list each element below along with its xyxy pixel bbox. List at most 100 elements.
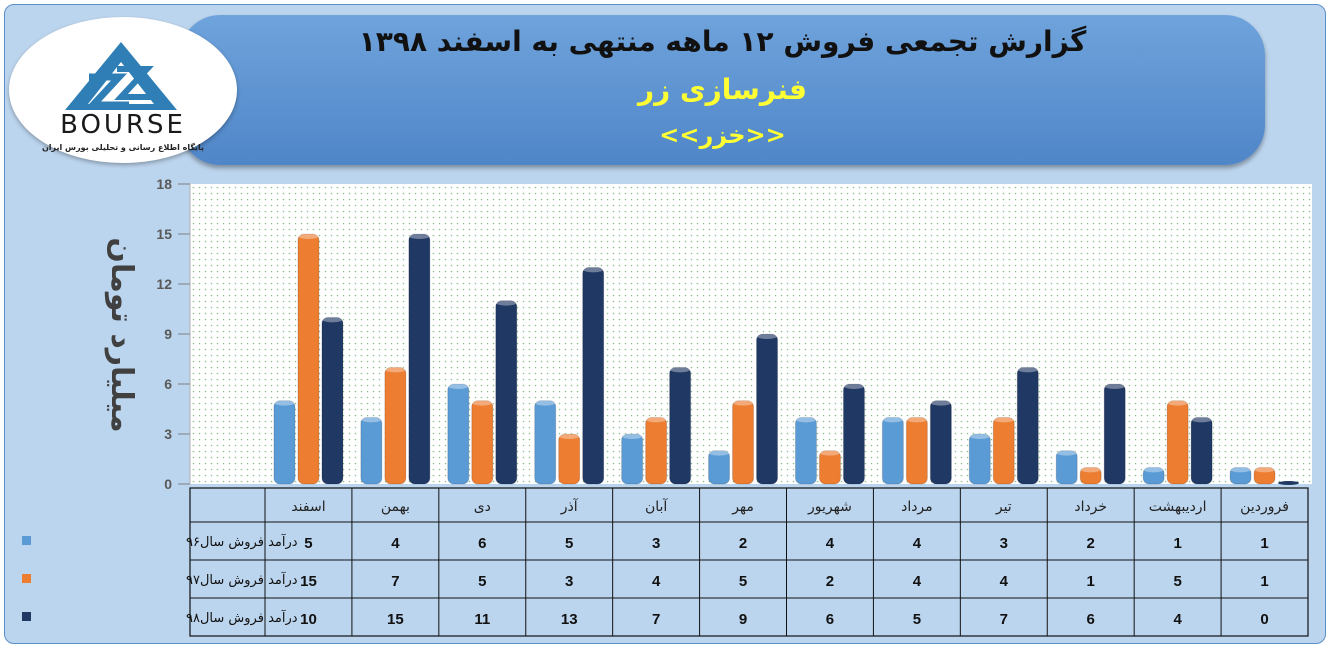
bar-cap-1-9 [471,399,493,406]
bar-1-3 [992,416,1015,485]
data-table-cell: 4 [391,535,400,552]
data-table-cell: 4 [913,573,922,590]
bar-cap-2-7 [669,366,691,373]
y-tick-label: 6 [164,376,172,392]
bar-cap-1-6 [732,399,754,406]
bar-1-10 [384,366,407,485]
x-category-label: آبان [645,498,668,515]
legend-label-0: درآمد فروش سال۹۶ [186,533,298,550]
bar-1-8 [558,433,581,485]
bar-0-6 [708,450,731,485]
bourse-logo: BOURSE پایگاه اطلاع رسانی و تحلیلی بورس … [9,17,237,163]
legend-swatch-0 [22,536,31,545]
bar-cap-1-3 [993,416,1015,423]
data-table-cell: 7 [391,573,399,590]
bar-cap-1-2 [1080,466,1102,473]
bar-cap-0-11 [273,399,295,406]
x-category-label: دی [474,499,491,515]
bar-cap-2-6 [756,333,778,339]
bar-0-10 [360,416,383,485]
bar-0-2 [1055,450,1078,485]
x-category-label: آذر [560,498,579,515]
data-table-cell: 6 [826,611,834,628]
data-table-cell: 2 [826,573,834,590]
data-table-cell: 4 [913,535,922,552]
bar-cap-1-5 [819,449,841,456]
data-table-cell: 4 [1000,573,1009,590]
x-category-label: مرداد [901,499,933,515]
x-category-label: اسفند [291,499,325,515]
data-table-cell: 10 [300,611,317,628]
bar-cap-0-1 [1143,466,1165,473]
data-table-cell: 4 [652,573,661,590]
bar-cap-2-3 [1017,366,1039,373]
bar-cap-0-7 [621,433,643,439]
data-table-cell: 1 [1087,573,1095,590]
bar-cap-1-10 [384,366,406,373]
bar-2-6 [756,333,779,485]
bar-1-1 [1166,400,1189,485]
legend-swatch-2 [22,612,31,621]
data-table-cell: 13 [561,611,578,628]
legend-label-2: درآمد فروش سال۹۸ [186,609,298,626]
bar-2-11 [321,316,344,485]
data-table-cell: 3 [1000,535,1008,552]
data-table-cell: 5 [478,573,486,590]
data-table-cell: 5 [913,611,921,628]
bar-cap-0-5 [795,416,817,423]
x-category-label: شهریور [807,499,852,515]
bar-cap-1-1 [1167,399,1189,406]
bar-1-11 [297,233,320,485]
bar-cap-0-3 [969,433,991,439]
y-tick-label: 3 [164,426,172,442]
logo-tagline: پایگاه اطلاع رسانی و تحلیلی بورس ایران [41,143,205,152]
bar-cap-2-9 [495,299,517,306]
bar-cap-0-6 [708,449,730,456]
data-table-cell: 5 [304,535,312,552]
company-name: فنرسازی زر [638,73,807,106]
bar-2-2 [1103,383,1126,485]
x-category-label: فروردین [1240,499,1289,515]
bar-cap-1-8 [558,433,580,439]
bar-2-1 [1190,416,1213,485]
bar-cap-0-8 [534,399,556,406]
bar-1-4 [905,416,928,485]
bar-cap-2-2 [1104,383,1126,389]
data-table-cell: 1 [1260,535,1268,552]
bar-0-3 [968,433,991,485]
report-title: گزارش تجمعی فروش ۱۲ ماهه منتهی به اسفند … [358,25,1087,58]
data-table-cell: 5 [1173,573,1181,590]
ticker-symbol: <<خزر>> [659,121,786,149]
bar-1-2 [1079,466,1102,485]
x-category-label: تیر [995,499,1012,515]
data-table-cell: 15 [300,573,317,590]
bar-0-4 [881,416,904,485]
bar-cap-1-11 [297,233,319,239]
x-category-label: اردیبهشت [1149,499,1207,515]
data-table-cell: 5 [739,573,747,590]
bar-cap-2-8 [582,266,604,273]
data-table-cell: 4 [1173,611,1182,628]
y-axis-label: میلیارد تومان [104,237,139,432]
bar-cap-2-11 [321,316,343,323]
data-table-cell: 0 [1260,611,1268,628]
data-table-cell: 6 [1087,611,1095,628]
legend-swatch-1 [22,574,31,583]
data-table-cell: 4 [826,535,835,552]
bar-2-0 [1278,481,1300,485]
bar-cap-0-4 [882,416,904,423]
bar-cap-2-5 [843,383,865,389]
y-tick-label: 12 [156,276,172,292]
data-table-cell: 3 [565,573,573,590]
bar-0-0 [1229,466,1252,485]
bar-0-11 [273,400,296,485]
bar-2-9 [495,300,518,485]
bar-2-8 [582,266,605,485]
bar-cap-0-0 [1230,466,1252,473]
x-category-label: مهر [731,499,754,515]
bar-2-4 [929,400,952,485]
bar-2-5 [842,383,865,485]
bar-cap-1-4 [906,416,928,423]
bar-0-9 [447,383,470,485]
